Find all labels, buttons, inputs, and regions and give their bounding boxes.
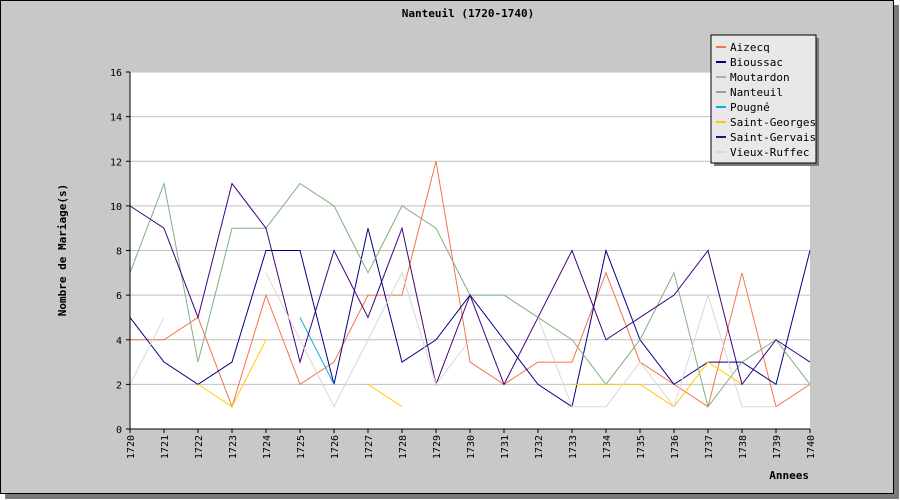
y-tick-label: 4 [116, 336, 122, 347]
series-vieux-ruffec [129, 271, 776, 408]
series-line [130, 161, 811, 409]
y-tick-label: 16 [110, 68, 122, 79]
legend: Aizecq Bioussac Moutardon Nanteuil Pougné Sai… [710, 34, 819, 166]
y-tick-label: 0 [116, 425, 122, 436]
x-tick-label: 1727 [364, 435, 375, 459]
x-tick-label: 1734 [602, 435, 613, 459]
series-line [299, 317, 335, 385]
x-tick-label: 1721 [160, 435, 171, 459]
series-line [197, 339, 267, 408]
series-saint-gervais [129, 182, 811, 387]
legend-label: Saint-Gervais [730, 131, 816, 144]
x-tick-label: 1735 [636, 435, 647, 459]
legend-label: Aizecq [730, 41, 770, 54]
x-tick-label: 1730 [466, 435, 477, 459]
y-tick-label: 10 [110, 202, 122, 213]
x-tick-label: 1736 [670, 435, 681, 459]
x-tick-label: 1729 [432, 435, 443, 459]
series-pougn- [299, 317, 335, 385]
series-line [572, 361, 743, 408]
x-tick-label: 1732 [534, 435, 545, 459]
x-axis-label: Annees [769, 469, 809, 482]
x-tick-label: 1720 [126, 435, 137, 459]
chart-title: Nanteuil (1720-1740) [402, 7, 534, 20]
x-tick-label: 1739 [772, 435, 783, 459]
y-tick-label: 12 [110, 157, 122, 168]
y-tick-label: 14 [110, 113, 122, 124]
y-tick-label: 6 [116, 291, 122, 302]
y-axis-label: Nombre de Mariage(s) [56, 184, 69, 316]
x-tick-label: 1723 [228, 435, 239, 459]
x-tick-label: 1738 [738, 435, 749, 459]
legend-box [710, 34, 817, 164]
x-tick-label: 1731 [500, 435, 511, 459]
x-tick-label: 1728 [398, 435, 409, 459]
series-line [367, 383, 403, 408]
series-line [129, 182, 811, 387]
x-tick-label: 1722 [194, 435, 205, 459]
x-tick-label: 1726 [330, 435, 341, 459]
legend-label: Moutardon [730, 71, 790, 84]
legend-label: Nanteuil [730, 86, 783, 99]
series-saint-georges [197, 339, 743, 408]
y-tick-label: 8 [116, 247, 122, 258]
series-layer [129, 161, 811, 409]
series-line [537, 293, 776, 408]
axes: 0 2 4 6 8 10 12 14 16 1720 1721 1722 1723 1724 1725 172… [110, 68, 817, 459]
series-line [129, 317, 165, 385]
legend-label: Vieux-Ruffec [730, 146, 809, 159]
legend-label: Bioussac [730, 56, 783, 69]
x-tick-label: 1737 [704, 435, 715, 459]
x-tick-label: 1733 [568, 435, 579, 459]
series-line [265, 271, 471, 408]
x-tick-label: 1740 [806, 435, 817, 459]
legend-label: Saint-Georges [730, 116, 816, 129]
y-tick-label: 2 [116, 380, 122, 391]
x-tick-label: 1725 [296, 435, 307, 459]
legend-label: Pougné [730, 101, 770, 114]
series-aizecq [130, 161, 811, 409]
x-tick-label: 1724 [262, 435, 273, 459]
